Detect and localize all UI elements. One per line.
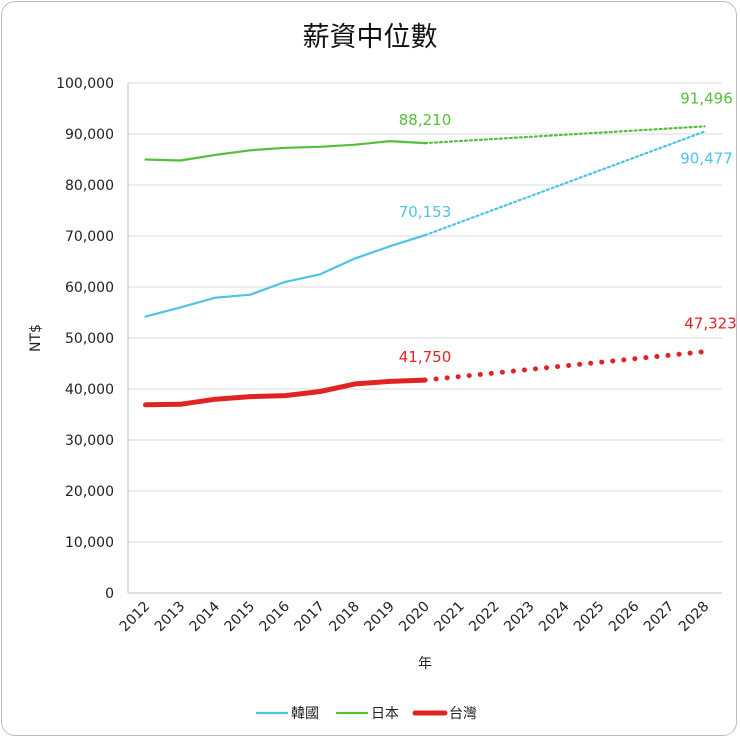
- x-tick-label: 2014: [187, 598, 224, 635]
- y-axis-label: NT$: [28, 324, 44, 352]
- y-tick-label: 60,000: [65, 280, 114, 296]
- y-axis-ticks: 0 10,000 20,000 30,000 40,000 50,000 60,000 70,…: [56, 76, 114, 602]
- x-axis-label: 年: [418, 656, 432, 672]
- x-tick-label: 2026: [606, 598, 643, 635]
- data-label: 88,210: [399, 111, 452, 129]
- x-tick-label: 2027: [641, 599, 678, 636]
- y-tick-label: 20,000: [65, 484, 114, 500]
- x-tick-label: 2024: [536, 598, 573, 635]
- data-label: 41,750: [399, 348, 452, 366]
- series-line-韓國: [144, 234, 427, 318]
- y-tick-label: 10,000: [65, 535, 114, 551]
- x-tick-label: 2015: [222, 599, 259, 636]
- gridlines: [128, 82, 722, 543]
- x-tick-label: 2012: [117, 599, 154, 636]
- y-tick-label: 80,000: [65, 178, 114, 194]
- axes: [127, 83, 722, 594]
- legend: 韓國 日本 台灣: [255, 706, 477, 722]
- series-lines: [143, 125, 708, 408]
- series-line-台灣: [143, 377, 428, 408]
- x-tick-label: 2028: [676, 599, 713, 636]
- x-tick-label: 2025: [571, 599, 608, 636]
- data-label: 47,323: [684, 315, 737, 333]
- x-tick-label: 2022: [466, 599, 503, 636]
- y-tick-label: 40,000: [65, 382, 114, 398]
- y-tick-label: 70,000: [65, 229, 114, 245]
- x-axis-ticks: 2012201320142015201620172018201920202021…: [117, 598, 713, 635]
- projection-line-台灣: [422, 349, 708, 383]
- projection-line-韓國: [423, 130, 706, 237]
- projection-line-日本: [423, 125, 706, 145]
- legend-label: 台灣: [449, 706, 477, 722]
- y-tick-label: 50,000: [65, 331, 114, 347]
- y-tick-label: 0: [105, 586, 114, 602]
- legend-label: 韓國: [291, 706, 319, 722]
- data-label: 70,153: [399, 203, 452, 221]
- x-tick-label: 2018: [326, 599, 363, 636]
- x-tick-label: 2016: [257, 598, 294, 635]
- x-tick-label: 2019: [361, 599, 398, 636]
- x-tick-label: 2013: [152, 599, 189, 636]
- data-label: 91,496: [680, 89, 733, 107]
- x-tick-label: 2020: [396, 599, 433, 636]
- data-labels: 70,153 90,477 88,210 91,496 41,750 47,323: [399, 89, 737, 366]
- chart-title: 薪資中位數: [303, 22, 438, 53]
- series-line-日本: [144, 140, 427, 162]
- legend-label: 日本: [371, 706, 399, 722]
- y-tick-label: 90,000: [65, 127, 114, 143]
- x-tick-label: 2021: [431, 599, 468, 636]
- y-tick-label: 100,000: [56, 76, 114, 92]
- y-tick-label: 30,000: [65, 433, 114, 449]
- x-tick-label: 2017: [291, 599, 328, 636]
- data-label: 90,477: [680, 150, 733, 168]
- x-tick-label: 2023: [501, 599, 538, 636]
